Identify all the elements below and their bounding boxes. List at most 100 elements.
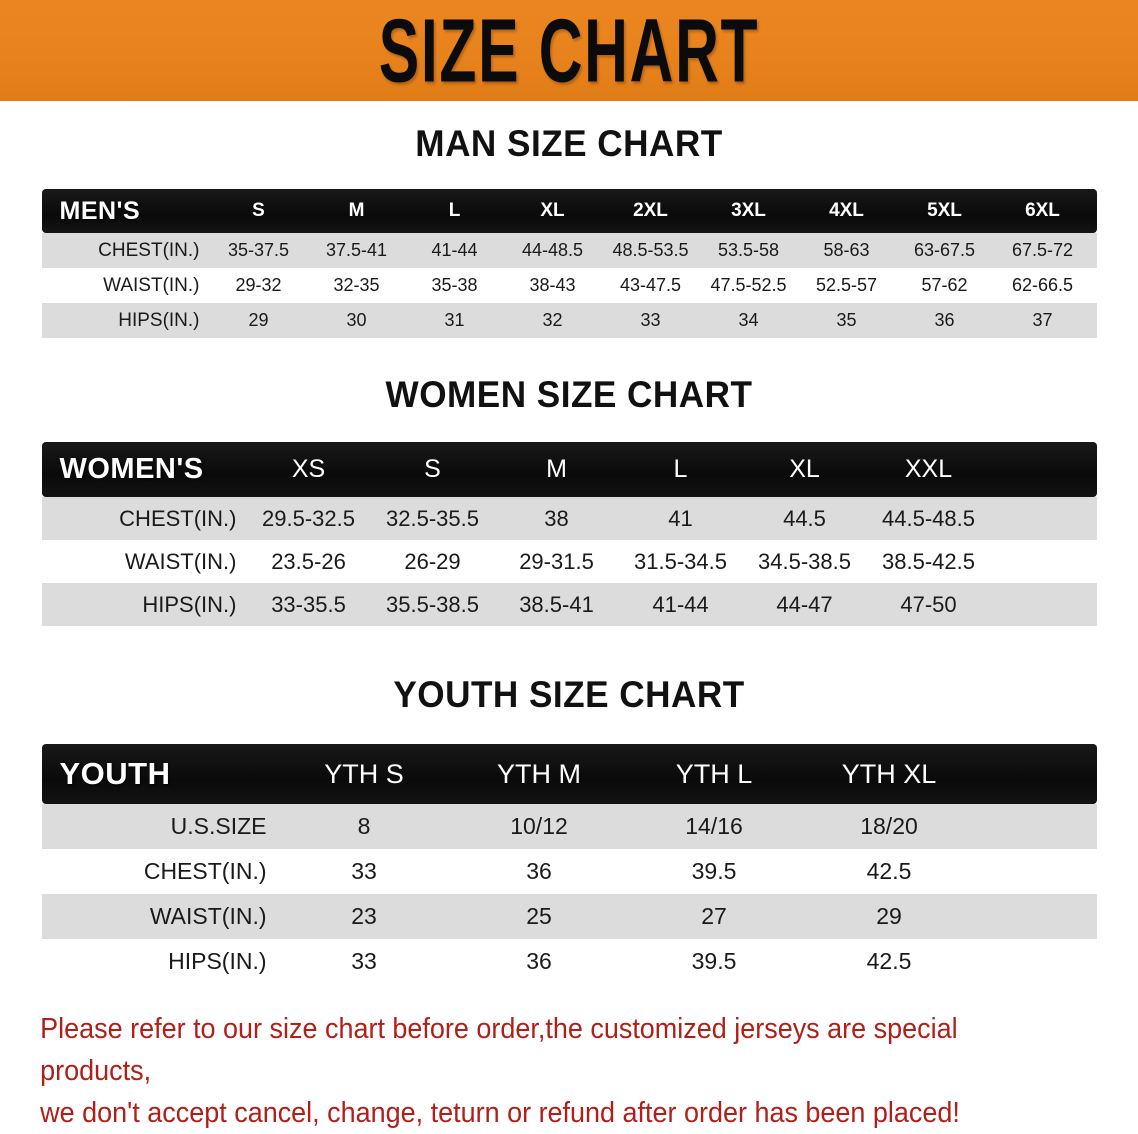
youth-col-header: YTH L (675, 758, 753, 789)
youth-cell: 39.5 (691, 858, 737, 884)
man-col-header: L (448, 200, 461, 221)
table-row: U.S.SIZE 8 10/12 14/16 18/20 (41, 804, 1097, 849)
man-cell: 48.5-53.5 (612, 240, 689, 260)
man-cell: 63-67.5 (913, 240, 976, 260)
man-cell: 67.5-72 (1011, 240, 1074, 260)
women-table-header-row: WOMEN'S XS S M L XL XXL (41, 442, 1097, 497)
man-cell: 32-35 (333, 275, 380, 295)
table-row: HIPS(IN.) 33-35.5 35.5-38.5 38.5-41 41-4… (41, 583, 1097, 626)
man-corner-label: MEN'S (59, 196, 141, 225)
man-cell: 57-62 (921, 275, 968, 295)
table-row: HIPS(IN.) 33 36 39.5 42.5 (41, 939, 1097, 984)
youth-cell: 18/20 (860, 813, 918, 839)
youth-row-label: U.S.SIZE (170, 813, 267, 839)
youth-row-label: CHEST(IN.) (143, 858, 267, 884)
man-col-header: 5XL (927, 200, 962, 221)
youth-size-table: YOUTH YTH S YTH M YTH L YTH XL U.S.SIZE … (41, 744, 1097, 984)
man-cell: 35-38 (431, 275, 478, 295)
man-table-header-row: MEN'S S M L XL 2XL 3XL 4XL 5XL 6XL (41, 189, 1097, 233)
disclaimer-line-1: Please refer to our size chart before or… (40, 1013, 958, 1088)
man-row-label: HIPS(IN.) (118, 309, 200, 331)
man-col-header: XL (540, 200, 565, 221)
women-col-header: M (546, 455, 567, 483)
man-cell: 35 (836, 310, 857, 330)
banner-title: SIZE CHART (378, 0, 760, 101)
man-cell: 29 (248, 310, 269, 330)
man-cell: 37 (1032, 310, 1053, 330)
youth-cell: 8 (357, 813, 371, 839)
women-cell: 34.5-38.5 (758, 548, 851, 574)
youth-cell: 10/12 (510, 813, 568, 839)
women-cell: 44-47 (776, 591, 833, 617)
women-col-header: S (424, 455, 441, 483)
page-banner: SIZE CHART (0, 0, 1138, 101)
disclaimer: Please refer to our size chart before or… (29, 1008, 1033, 1134)
man-cell: 34 (738, 310, 759, 330)
youth-row-label: HIPS(IN.) (168, 948, 267, 974)
section-title-youth: YOUTH SIZE CHART (393, 674, 745, 715)
youth-cell: 29 (876, 903, 902, 929)
youth-cell: 39.5 (691, 948, 737, 974)
youth-corner-label: YOUTH (59, 756, 171, 791)
man-col-header: M (348, 200, 365, 221)
man-cell: 43-47.5 (619, 275, 682, 295)
women-cell: 38 (544, 505, 569, 531)
women-corner-label: WOMEN'S (59, 453, 204, 485)
man-col-header: 3XL (731, 200, 766, 221)
table-row: WAIST(IN.) 23 25 27 29 (41, 894, 1097, 939)
women-cell: 31.5-34.5 (634, 548, 727, 574)
man-row-label: CHEST(IN.) (98, 239, 200, 261)
women-cell: 26-29 (404, 548, 461, 574)
man-cell: 44-48.5 (521, 240, 584, 260)
women-cell: 44.5 (783, 505, 826, 531)
man-cell: 31 (444, 310, 465, 330)
youth-cell: 42.5 (866, 858, 912, 884)
women-cell: 47-50 (900, 591, 957, 617)
youth-col-header: YTH M (497, 758, 581, 789)
youth-cell: 25 (526, 903, 552, 929)
women-cell: 29.5-32.5 (262, 505, 355, 531)
man-cell: 37.5-41 (325, 240, 388, 260)
women-cell: 44.5-48.5 (882, 505, 975, 531)
man-cell: 35-37.5 (227, 240, 290, 260)
youth-cell: 14/16 (685, 813, 743, 839)
women-cell: 41 (668, 505, 693, 531)
table-row: CHEST(IN.) 29.5-32.5 32.5-35.5 38 41 44.… (41, 497, 1097, 540)
table-row: WAIST(IN.) 29-32 32-35 35-38 38-43 43-47… (41, 268, 1097, 303)
women-col-header: XS (291, 455, 326, 483)
man-col-header: 6XL (1025, 200, 1060, 221)
man-size-table: MEN'S S M L XL 2XL 3XL 4XL 5XL 6XL CHEST… (41, 189, 1097, 338)
women-size-table: WOMEN'S XS S M L XL XXL CHEST(IN.) 29.5-… (41, 442, 1097, 626)
man-cell: 38-43 (529, 275, 576, 295)
man-cell: 33 (640, 310, 661, 330)
women-cell: 38.5-42.5 (882, 548, 975, 574)
man-col-header: S (252, 200, 265, 221)
man-col-header: 2XL (633, 200, 668, 221)
youth-cell: 27 (701, 903, 727, 929)
man-col-header: 4XL (829, 200, 864, 221)
youth-cell: 42.5 (866, 948, 912, 974)
women-row-label: HIPS(IN.) (142, 591, 237, 617)
table-row: CHEST(IN.) 33 36 39.5 42.5 (41, 849, 1097, 894)
youth-col-header: YTH S (324, 758, 404, 789)
women-cell: 32.5-35.5 (386, 505, 479, 531)
women-cell: 23.5-26 (271, 548, 346, 574)
women-cell: 29-31.5 (519, 548, 594, 574)
man-cell: 36 (934, 310, 955, 330)
man-cell: 29-32 (235, 275, 282, 295)
youth-cell: 36 (526, 948, 552, 974)
section-title-women: WOMEN SIZE CHART (385, 374, 753, 415)
youth-cell: 36 (526, 858, 552, 884)
youth-cell: 33 (351, 948, 377, 974)
women-cell: 41-44 (652, 591, 709, 617)
women-cell: 33-35.5 (271, 591, 346, 617)
table-row: WAIST(IN.) 23.5-26 26-29 29-31.5 31.5-34… (41, 540, 1097, 583)
women-cell: 35.5-38.5 (386, 591, 479, 617)
youth-cell: 23 (351, 903, 377, 929)
youth-col-header: YTH XL (841, 758, 937, 789)
table-row: HIPS(IN.) 29 30 31 32 33 34 35 36 37 (41, 303, 1097, 338)
man-cell: 47.5-52.5 (710, 275, 787, 295)
man-cell: 32 (542, 310, 563, 330)
disclaimer-line-2: we don't accept cancel, change, teturn o… (40, 1097, 960, 1130)
man-cell: 58-63 (823, 240, 870, 260)
